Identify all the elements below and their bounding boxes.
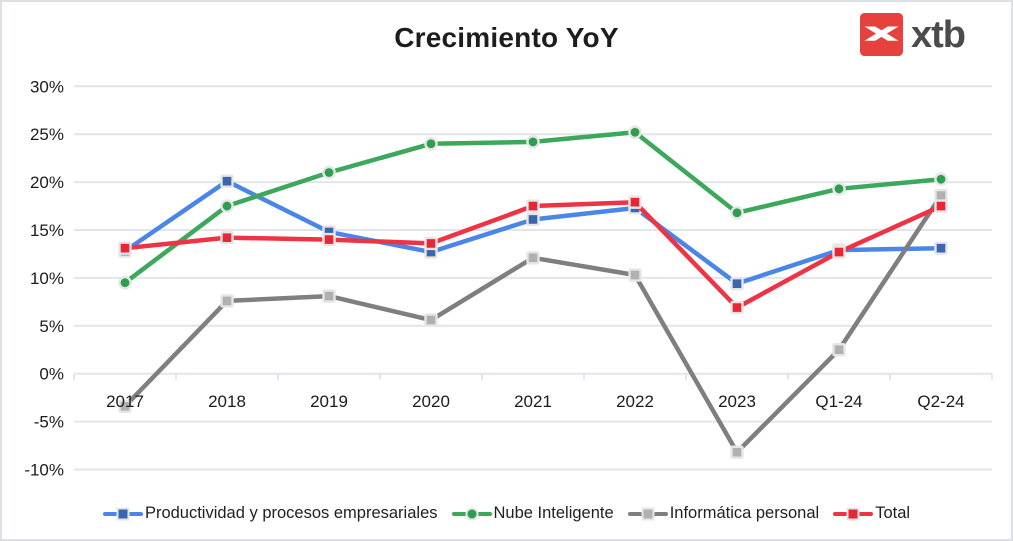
data-point <box>934 172 948 187</box>
legend-label: Productividad y procesos empresariales <box>144 504 438 522</box>
data-point <box>220 230 234 245</box>
data-point <box>118 399 132 413</box>
series-nube-inteligente <box>118 125 948 290</box>
data-point <box>730 205 744 220</box>
chart-legend: Productividad y procesos empresariales Nu… <box>2 504 1011 523</box>
y-tick-label: -5% <box>34 413 64 432</box>
y-tick-label: 5% <box>39 317 64 336</box>
data-point <box>628 125 642 140</box>
series-productividad-y-procesos-empresariales <box>118 174 948 291</box>
data-point <box>322 232 336 247</box>
data-point <box>934 241 948 255</box>
data-point <box>730 445 744 459</box>
legend-swatch-icon <box>627 507 668 521</box>
y-tick-label: 20% <box>30 173 64 192</box>
y-tick-label: 30% <box>30 77 64 96</box>
x-tick-label: 2020 <box>412 392 450 411</box>
data-point <box>730 300 744 315</box>
data-point <box>424 313 438 327</box>
legend-item-nube-inteligente: Nube Inteligente <box>451 504 614 523</box>
legend-item-total: Total <box>833 504 910 523</box>
data-point <box>934 199 948 213</box>
data-point <box>322 289 336 303</box>
x-axis-labels: 2017 2018 2019 2020 2021 2022 2023 Q1-24 Q2-24 <box>106 392 965 411</box>
x-tick-label: 2019 <box>310 392 348 411</box>
legend-item-inform-tica-personal: Informática personal <box>627 504 820 523</box>
data-point <box>730 276 744 291</box>
data-point <box>526 212 540 227</box>
x-tick-label: 2017 <box>106 392 144 411</box>
data-point <box>832 182 846 196</box>
y-tick-label: 25% <box>30 125 64 144</box>
data-point <box>322 165 336 180</box>
legend-swatch-icon <box>833 507 874 521</box>
x-tick-label: 2022 <box>616 392 654 411</box>
x-tick-label: 2021 <box>514 392 552 411</box>
data-point <box>526 135 540 149</box>
xtb-logo-text: xtb <box>911 13 966 56</box>
legend-item-productividad-y-procesos-empresariales: Productividad y procesos empresariales <box>102 504 438 523</box>
x-tick-label: 2018 <box>208 392 246 411</box>
data-point <box>118 241 132 255</box>
data-point <box>424 136 438 151</box>
chart-title: Crecimiento YoY <box>394 22 619 53</box>
data-point <box>526 251 540 265</box>
x-tick-label: Q2-24 <box>917 392 964 411</box>
legend-swatch-icon <box>102 507 143 521</box>
data-point <box>628 268 642 282</box>
y-tick-label: 15% <box>30 221 64 240</box>
data-point <box>832 343 846 357</box>
y-tick-label: 0% <box>39 365 64 384</box>
data-point <box>424 236 438 251</box>
data-point <box>526 199 540 213</box>
y-tick-label: 10% <box>30 269 64 288</box>
y-tick-label: -10% <box>24 461 64 480</box>
data-point <box>220 174 234 188</box>
data-point <box>628 195 642 209</box>
data-point <box>118 275 132 290</box>
series-inform-tica-personal <box>118 188 948 459</box>
x-tick-label: Q1-24 <box>815 392 862 411</box>
x-tick-label: 2023 <box>718 392 756 411</box>
data-point <box>220 199 234 213</box>
data-point <box>220 294 234 308</box>
legend-label: Total <box>875 504 911 522</box>
legend-label: Informática personal <box>669 504 820 522</box>
legend-label: Nube Inteligente <box>493 504 614 522</box>
data-point <box>832 245 846 259</box>
legend-swatch-icon <box>451 507 492 521</box>
y-axis-labels: 30% 25% 20% 15% 10% 5% 0% -5% -10% <box>24 77 64 479</box>
xtb-x-icon <box>860 13 903 56</box>
xtb-logo: xtb <box>860 13 966 56</box>
series-total <box>118 195 948 315</box>
